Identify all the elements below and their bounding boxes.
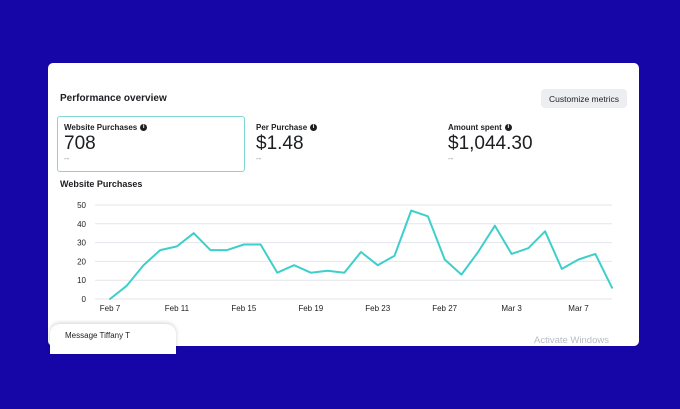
x-tick-label: Feb 15	[231, 304, 256, 313]
y-tick-label: 30	[77, 239, 86, 248]
metric-value: $1,044.30	[448, 133, 533, 154]
y-tick-label: 10	[77, 276, 86, 285]
info-icon[interactable]: i	[310, 124, 318, 131]
x-tick-label: Feb 7	[100, 304, 121, 313]
metric-comparison: --	[64, 154, 70, 163]
info-icon[interactable]: i	[140, 124, 148, 131]
chart-title: Website Purchases	[60, 179, 143, 189]
x-tick-label: Mar 3	[501, 304, 522, 313]
customize-metrics-button[interactable]: Customize metrics	[541, 89, 627, 108]
y-tick-label: 0	[82, 295, 87, 304]
metric-card-website-purchases[interactable]: Website Purchases i 708 --	[57, 116, 245, 172]
message-label: Message Tiffany T	[65, 331, 131, 340]
metric-value: $1.48	[256, 133, 304, 154]
metric-card-per-purchase[interactable]: Per Purchase i $1.48 --	[249, 116, 437, 172]
y-tick-label: 40	[77, 220, 86, 229]
x-tick-label: Feb 27	[432, 304, 457, 313]
x-tick-label: Feb 23	[365, 304, 390, 313]
metric-value: 708	[64, 133, 96, 154]
y-tick-label: 50	[77, 201, 86, 210]
metric-label: Amount spent	[448, 123, 502, 132]
activate-windows-watermark: Activate Windows	[534, 335, 609, 346]
metric-comparison: --	[448, 154, 454, 163]
metric-card-amount-spent[interactable]: Amount spent i $1,044.30 --	[441, 116, 629, 172]
series-line	[109, 209, 613, 300]
metric-comparison: --	[256, 154, 262, 163]
message-bar[interactable]: Message Tiffany T	[50, 324, 176, 354]
y-tick-label: 20	[77, 257, 86, 266]
metric-label: Per Purchase	[256, 123, 308, 132]
info-icon[interactable]: i	[504, 124, 512, 131]
metric-label: Website Purchases	[64, 123, 138, 132]
x-tick-label: Feb 11	[165, 304, 190, 313]
x-tick-label: Mar 7	[568, 304, 589, 313]
performance-overview-panel: Performance overview Customize metrics W…	[48, 63, 639, 346]
panel-title: Performance overview	[60, 93, 167, 104]
x-tick-label: Feb 19	[298, 304, 323, 313]
line-chart: 0 10 20 30 40 50 Feb 7 Feb 11 Feb 15 Feb 19 Feb 23…	[77, 201, 613, 313]
